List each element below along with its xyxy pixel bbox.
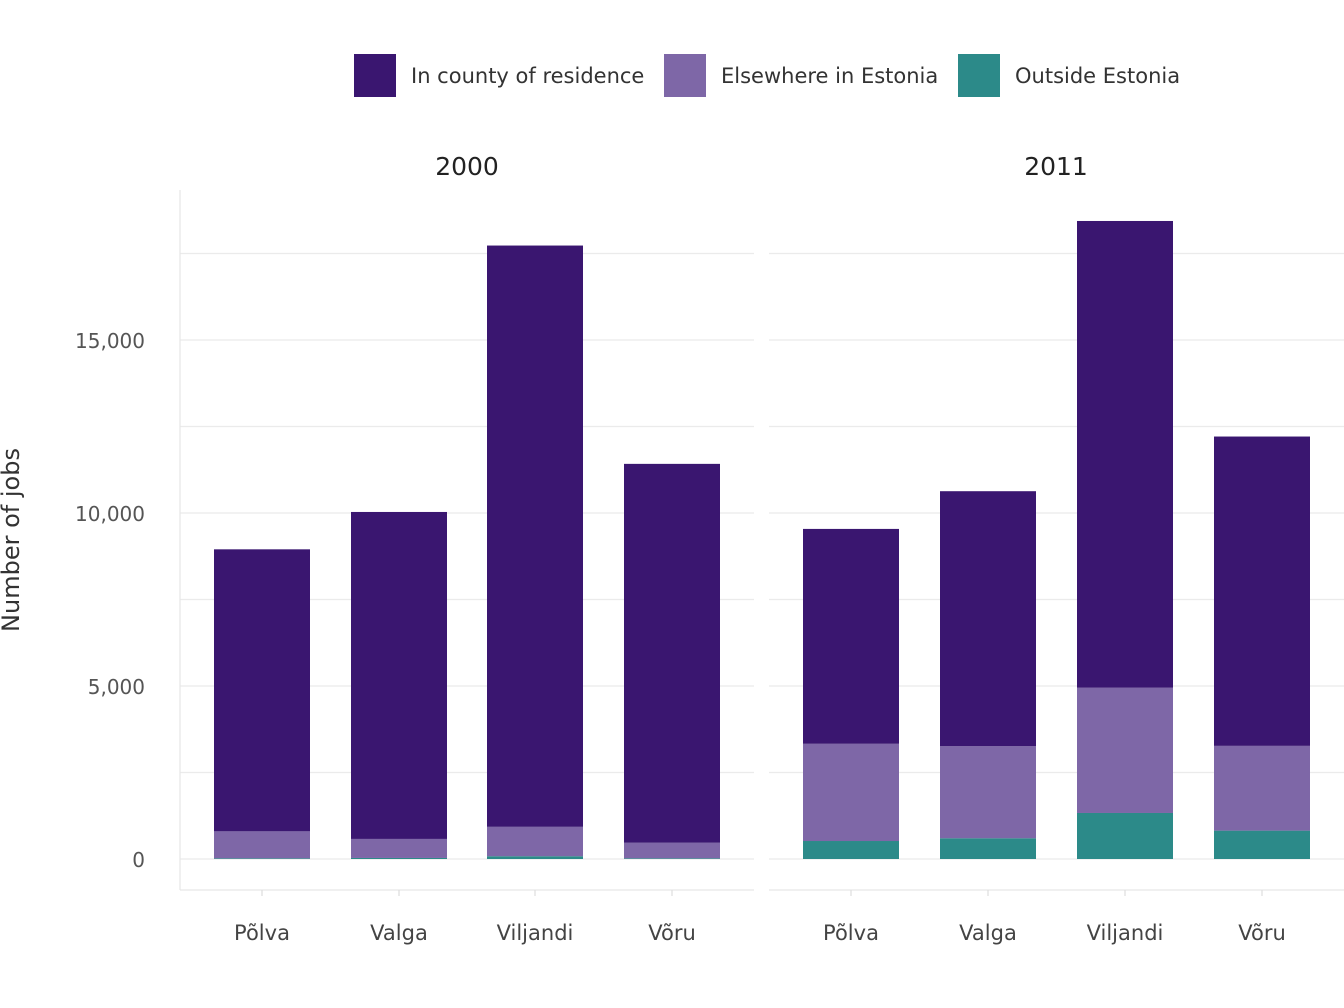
bar-segment — [624, 858, 720, 859]
legend-swatch-in-county — [354, 54, 396, 97]
bar-segment — [1077, 687, 1173, 813]
y-tick-label: 5,000 — [88, 675, 145, 699]
bars — [214, 245, 720, 859]
bar-segment — [214, 831, 310, 859]
x-tick-label: Valga — [370, 921, 428, 945]
x-tick-label: Põlva — [234, 921, 290, 945]
bar-segment — [214, 858, 310, 859]
y-tick-label: 0 — [132, 848, 145, 872]
bar-segment — [1214, 745, 1310, 831]
bar-segment — [803, 841, 899, 859]
legend-label-outside: Outside Estonia — [1015, 64, 1180, 88]
x-tick-label: Viljandi — [497, 921, 574, 945]
bars — [803, 220, 1310, 859]
x-tick-label: Võru — [648, 921, 696, 945]
bar-segment — [351, 511, 447, 839]
legend-label-elsewhere: Elsewhere in Estonia — [721, 64, 938, 88]
panel-2011: 2011 Põlva Valga Viljandi Võru — [769, 152, 1344, 945]
x-tick-label: Viljandi — [1087, 921, 1164, 945]
x-tick-label: Põlva — [823, 921, 879, 945]
panel-2000: 2000 Põlva Valga Viljandi Võru — [179, 152, 754, 945]
bar-segment — [487, 856, 583, 859]
bar-segment — [487, 826, 583, 857]
bar-segment — [214, 549, 310, 832]
panel-title: 2000 — [435, 152, 499, 181]
legend-label-in-county: In county of residence — [411, 64, 644, 88]
y-tick-label: 10,000 — [75, 502, 145, 526]
x-ticks — [261, 890, 673, 896]
bar-segment — [940, 838, 1036, 859]
bar-segment — [803, 743, 899, 842]
x-tick-label: Võru — [1238, 921, 1286, 945]
bar-segment — [351, 857, 447, 859]
bar-segment — [1077, 220, 1173, 688]
legend-swatch-outside — [958, 54, 1000, 97]
bar-segment — [1214, 830, 1310, 859]
legend: In county of residence Elsewhere in Esto… — [354, 54, 1180, 97]
bar-segment — [624, 842, 720, 859]
bar-segment — [1077, 812, 1173, 859]
bar-segment — [624, 463, 720, 843]
bar-segment — [351, 838, 447, 858]
x-tick-label: Valga — [959, 921, 1017, 945]
legend-swatch-elsewhere — [664, 54, 706, 97]
x-tick-labels: Põlva Valga Viljandi Võru — [234, 921, 696, 945]
x-ticks — [850, 890, 1263, 896]
y-axis-label: Number of jobs — [0, 448, 25, 632]
bar-segment — [803, 528, 899, 744]
bar-segment — [1214, 436, 1310, 746]
bar-segment — [940, 491, 1036, 747]
y-tick-label: 15,000 — [75, 329, 145, 353]
y-tick-labels: 0 5,000 10,000 15,000 — [75, 329, 145, 872]
bar-segment — [940, 746, 1036, 839]
x-tick-labels: Põlva Valga Viljandi Võru — [823, 921, 1286, 945]
panel-title: 2011 — [1024, 152, 1088, 181]
bar-segment — [487, 245, 583, 827]
